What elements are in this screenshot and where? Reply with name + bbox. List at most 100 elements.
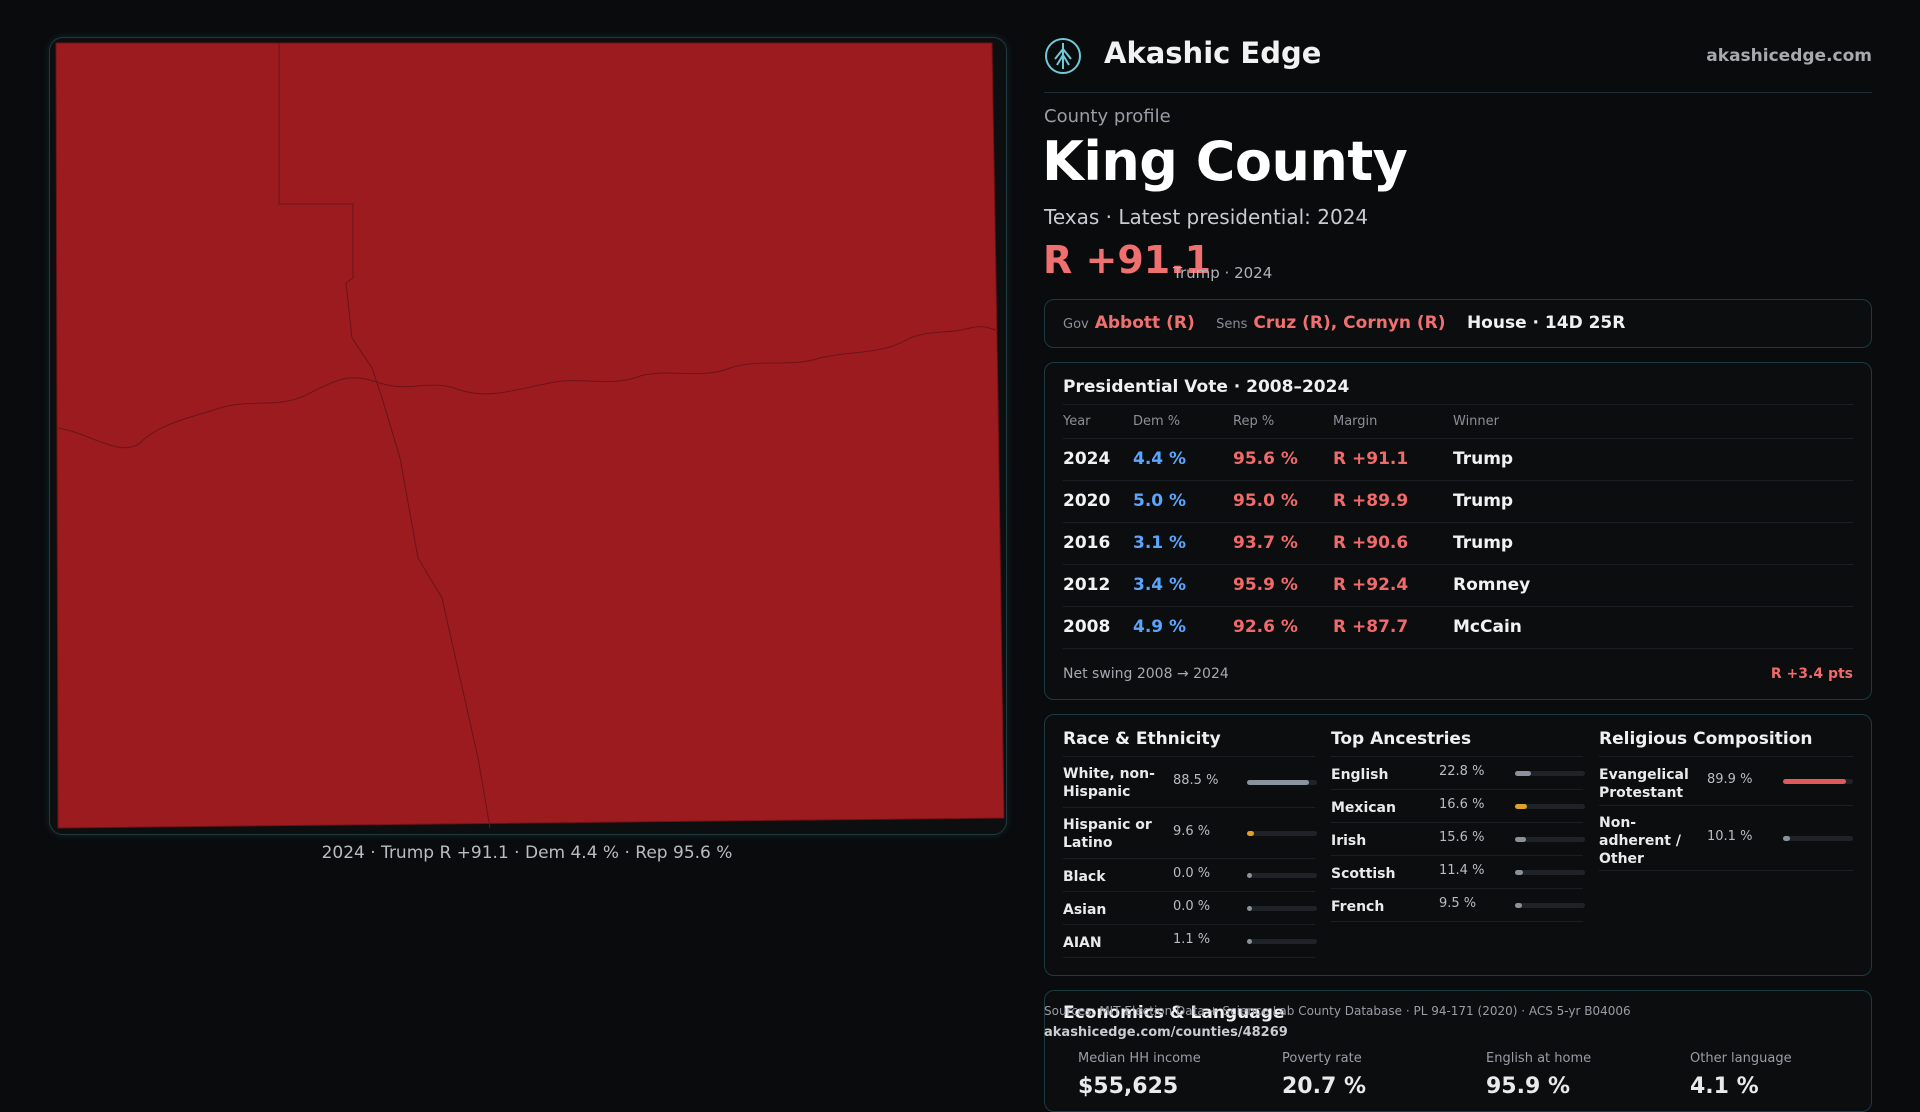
- race-bar-fill: [1247, 831, 1254, 836]
- ancestries-name: English: [1331, 767, 1389, 783]
- ancestries-name: Mexican: [1331, 800, 1396, 816]
- race-pct: 9.6 %: [1173, 824, 1211, 839]
- race-pct: 0.0 %: [1173, 899, 1211, 914]
- brand-name[interactable]: Akashic Edge: [1104, 36, 1322, 70]
- ancestries-row: Irish 15.6 %: [1331, 823, 1585, 856]
- race-bar-fill: [1247, 906, 1252, 911]
- table-row: 2020 5.0 % 95.0 % R +89.9 Trump: [1063, 481, 1853, 523]
- profile-label: County profile: [1044, 106, 1171, 127]
- officials-card: Gov Abbott (R) Sens Cruz (R), Cornyn (R) H…: [1044, 299, 1872, 348]
- sources-text: Sources: MIT Election Data + Science Lab…: [1044, 1004, 1631, 1018]
- row-winner: Romney: [1453, 575, 1531, 595]
- race-row: Asian 0.0 %: [1063, 892, 1317, 925]
- econ-value: 95.9 %: [1486, 1074, 1570, 1099]
- ancestries-row: Mexican 16.6 %: [1331, 790, 1585, 823]
- econ-english-at-home: English at home 95.9 %: [1486, 1051, 1676, 1099]
- race-column: Race & Ethnicity White, non-Hispanic 88.5…: [1063, 729, 1317, 958]
- row-year: 2020: [1063, 491, 1111, 511]
- race-bar-fill: [1247, 873, 1252, 878]
- race-bar-track: [1247, 906, 1317, 911]
- demographics-card: Race & Ethnicity White, non-Hispanic 88.5…: [1044, 714, 1872, 976]
- ancestries-bar-fill: [1515, 837, 1526, 842]
- race-name: Asian: [1063, 902, 1107, 918]
- row-margin: R +89.9: [1333, 491, 1409, 511]
- col-dem: Dem %: [1133, 414, 1181, 429]
- ancestries-name: Scottish: [1331, 866, 1396, 882]
- presidential-card: Presidential Vote · 2008–2024 Year Dem %…: [1044, 362, 1872, 700]
- ancestries-bar-track: [1515, 837, 1585, 842]
- ancestries-pct: 9.5 %: [1439, 896, 1477, 911]
- econ-label: Median HH income: [1078, 1051, 1201, 1066]
- ancestry-title: Top Ancestries: [1331, 729, 1583, 757]
- ancestries-bar-fill: [1515, 903, 1522, 908]
- row-rep: 95.6 %: [1233, 449, 1298, 469]
- race-row: Black 0.0 %: [1063, 859, 1317, 892]
- header: [1044, 34, 1872, 93]
- religion-bar-fill: [1783, 779, 1846, 784]
- race-pct: 0.0 %: [1173, 866, 1211, 881]
- col-rep: Rep %: [1233, 414, 1275, 429]
- ancestries-name: Irish: [1331, 833, 1367, 849]
- race-title: Race & Ethnicity: [1063, 729, 1315, 757]
- row-winner: Trump: [1453, 449, 1514, 469]
- ancestries-bar-track: [1515, 903, 1585, 908]
- religion-name: Non-adherent / Other: [1599, 815, 1681, 867]
- row-year: 2024: [1063, 449, 1111, 469]
- econ-poverty-rate: Poverty rate 20.7 %: [1282, 1051, 1472, 1099]
- row-year: 2012: [1063, 575, 1111, 595]
- religion-column: Religious Composition Evangelical Protes…: [1599, 729, 1853, 871]
- col-margin: Margin: [1333, 414, 1378, 429]
- row-winner: Trump: [1453, 491, 1514, 511]
- religion-row: Evangelical Protestant 89.9 %: [1599, 757, 1853, 806]
- table-header: Year Dem % Rep % Margin Winner: [1063, 405, 1853, 439]
- race-pct: 88.5 %: [1173, 773, 1219, 788]
- row-dem: 5.0 %: [1133, 491, 1187, 511]
- page-subtitle: Texas · Latest presidential: 2024: [1044, 205, 1369, 229]
- ancestries-bar-track: [1515, 771, 1585, 776]
- ancestries-bar-track: [1515, 870, 1585, 875]
- religion-row: Non-adherent / Other 10.1 %: [1599, 806, 1853, 871]
- religion-bar-track: [1783, 836, 1853, 841]
- race-row: AIAN 1.1 %: [1063, 925, 1317, 958]
- religion-bar-track: [1783, 779, 1853, 784]
- compass-tree-icon[interactable]: [1044, 37, 1082, 75]
- row-winner: McCain: [1453, 617, 1522, 637]
- county-map[interactable]: [49, 37, 1007, 835]
- race-name: Black: [1063, 869, 1106, 885]
- gov-label: Gov: [1063, 317, 1089, 332]
- row-dem: 4.4 %: [1133, 449, 1187, 469]
- religion-bar-fill: [1783, 836, 1791, 841]
- row-margin: R +87.7: [1333, 617, 1409, 637]
- page-title: King County: [1042, 130, 1408, 193]
- row-margin: R +90.6: [1333, 533, 1409, 553]
- margin-headline: R +91.1: [1043, 238, 1212, 282]
- ancestries-pct: 22.8 %: [1439, 764, 1485, 779]
- econ-label: Poverty rate: [1282, 1051, 1362, 1066]
- religion-name: Evangelical Protestant: [1599, 767, 1689, 801]
- table-row: 2008 4.9 % 92.6 % R +87.7 McCain: [1063, 607, 1853, 649]
- row-margin: R +92.4: [1333, 575, 1409, 595]
- race-name: AIAN: [1063, 935, 1102, 951]
- race-bar-fill: [1247, 939, 1252, 944]
- ancestries-pct: 16.6 %: [1439, 797, 1485, 812]
- econ-label: English at home: [1486, 1051, 1592, 1066]
- race-row: Hispanic or Latino 9.6 %: [1063, 808, 1317, 859]
- row-year: 2016: [1063, 533, 1111, 553]
- race-bar-track: [1247, 873, 1317, 878]
- ancestries-bar-fill: [1515, 771, 1531, 776]
- row-rep: 95.9 %: [1233, 575, 1298, 595]
- page-url[interactable]: akashicedge.com/counties/48269: [1044, 1025, 1288, 1040]
- net-swing-label: Net swing 2008 → 2024: [1063, 666, 1229, 682]
- col-year: Year: [1063, 414, 1091, 429]
- map-caption: 2024 · Trump R +91.1 · Dem 4.4 % · Rep 9…: [321, 843, 733, 863]
- site-link[interactable]: akashicedge.com: [1706, 46, 1872, 66]
- religion-pct: 10.1 %: [1707, 829, 1753, 844]
- race-bar-track: [1247, 939, 1317, 944]
- ancestries-bar-track: [1515, 804, 1585, 809]
- economics-title: Economics & Language: [1063, 1003, 1285, 1023]
- ancestries-pct: 11.4 %: [1439, 863, 1485, 878]
- col-winner: Winner: [1453, 414, 1500, 429]
- county-shape: [55, 42, 1005, 829]
- row-rep: 92.6 %: [1233, 617, 1298, 637]
- race-name: White, non-Hispanic: [1063, 766, 1155, 800]
